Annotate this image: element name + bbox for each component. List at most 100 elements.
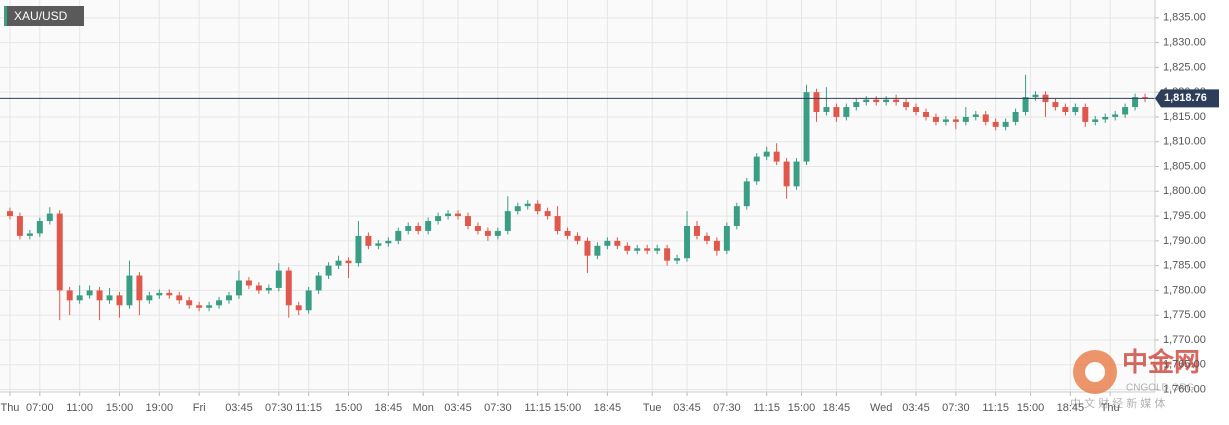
candle-body xyxy=(713,240,720,251)
candle-body xyxy=(903,102,910,108)
y-tick-label: 1,810.00 xyxy=(1163,136,1206,148)
x-tick-label: 11:15 xyxy=(753,402,780,414)
x-tick-label: Tue xyxy=(643,402,662,414)
last-price-label: 1,818.76 xyxy=(1164,92,1207,104)
candle-body xyxy=(992,121,999,127)
symbol: XAU/USD xyxy=(14,9,68,23)
candle-body xyxy=(743,181,750,207)
candle-body xyxy=(365,235,372,246)
candle-body xyxy=(654,248,661,251)
candle-body xyxy=(1012,112,1019,122)
candle-body xyxy=(982,114,989,122)
candle-body xyxy=(962,116,969,122)
y-tick-label: 1,805.00 xyxy=(1163,160,1206,172)
x-tick-label: Thu xyxy=(0,402,19,414)
x-tick-label: 15:00 xyxy=(335,402,363,414)
symbol-badge: XAU/USD xyxy=(4,6,84,26)
candle-body xyxy=(554,216,561,231)
candle-body xyxy=(335,260,342,266)
watermark: 中金网 CNGOLD.ORG 中 文 财 经 新 媒 体 xyxy=(1070,347,1200,410)
candle-body xyxy=(644,248,651,251)
candle-body xyxy=(594,245,601,256)
candle-body xyxy=(425,221,432,231)
candle-body xyxy=(285,270,292,306)
candle-body xyxy=(206,305,213,308)
candle-body xyxy=(305,290,312,311)
watermark-site: CNGOLD.ORG xyxy=(1126,383,1195,394)
candle-body xyxy=(1132,97,1139,108)
y-tick-label: 1,770.00 xyxy=(1163,334,1206,346)
x-tick-label: 11:00 xyxy=(66,402,93,414)
y-tick-label: 1,775.00 xyxy=(1163,309,1206,321)
candle-body xyxy=(823,107,830,112)
candle-body xyxy=(1112,114,1119,117)
x-tick-label: 18:45 xyxy=(823,402,851,414)
candle-body xyxy=(1102,116,1109,120)
candle-body xyxy=(345,260,352,264)
candle-body xyxy=(534,203,541,212)
candle-body xyxy=(793,161,800,187)
candle-body xyxy=(783,161,790,187)
candle-body xyxy=(455,213,462,217)
candle-body xyxy=(524,203,531,207)
x-tick-label: 03:45 xyxy=(902,402,930,414)
candle-body xyxy=(624,245,631,251)
y-tick-label: 1,835.00 xyxy=(1163,12,1206,24)
candle-body xyxy=(484,230,491,236)
x-tick-label: 07:00 xyxy=(26,402,54,414)
candle-body xyxy=(923,112,929,117)
y-tick-label: 1,780.00 xyxy=(1163,284,1206,296)
candle-body xyxy=(733,206,740,226)
candle-body xyxy=(275,270,282,288)
x-tick-label: Thu xyxy=(1101,402,1120,414)
last-price-badge xyxy=(1155,89,1219,108)
candle-body xyxy=(843,107,850,117)
candle-body xyxy=(76,295,83,301)
candle-body xyxy=(863,99,870,103)
candle-body xyxy=(415,225,422,231)
candle-body xyxy=(634,248,641,251)
candle-body xyxy=(116,295,123,306)
candle-body xyxy=(664,248,671,261)
candle-body xyxy=(196,305,203,308)
candle-body xyxy=(753,156,760,182)
candle-body xyxy=(405,225,412,231)
x-tick-label: 15:00 xyxy=(106,402,134,414)
candle-body xyxy=(1022,97,1029,112)
candle-body xyxy=(763,151,770,157)
candle-body xyxy=(1082,107,1089,122)
y-tick-label: 1,760.00 xyxy=(1163,383,1206,395)
x-tick-label: Fri xyxy=(193,402,206,414)
candle-body xyxy=(395,230,402,241)
candle-body xyxy=(674,258,681,261)
candle-body xyxy=(972,114,979,117)
candle-body xyxy=(315,275,322,291)
watermark-brand: 中金网 xyxy=(1122,347,1200,377)
x-tick-label: 03:45 xyxy=(444,402,472,414)
candle-body xyxy=(146,295,153,301)
candle-body xyxy=(1142,97,1149,99)
y-tick-label: 1,830.00 xyxy=(1163,37,1206,49)
candle-body xyxy=(1062,107,1069,112)
candle-body xyxy=(803,92,810,162)
candle-body xyxy=(66,290,73,301)
candle-body xyxy=(703,235,710,241)
candle-body xyxy=(773,151,780,162)
candle-body xyxy=(942,119,949,122)
candle-body xyxy=(494,230,501,236)
x-tick-label: 07:30 xyxy=(942,402,970,414)
candle-body xyxy=(245,280,252,286)
candles xyxy=(0,74,1155,321)
candle-body xyxy=(96,290,103,301)
candle-body xyxy=(584,240,591,256)
x-tick-label: 07:30 xyxy=(484,402,512,414)
x-tick-label: Wed xyxy=(870,402,892,414)
candle-body xyxy=(126,275,133,306)
candle-body xyxy=(1002,121,1009,127)
candle-body xyxy=(474,225,481,231)
x-tick-label: 15:00 xyxy=(554,402,582,414)
candle-body xyxy=(6,211,13,217)
candle-body xyxy=(16,216,23,236)
y-tick-label: 1,765.00 xyxy=(1163,359,1206,371)
